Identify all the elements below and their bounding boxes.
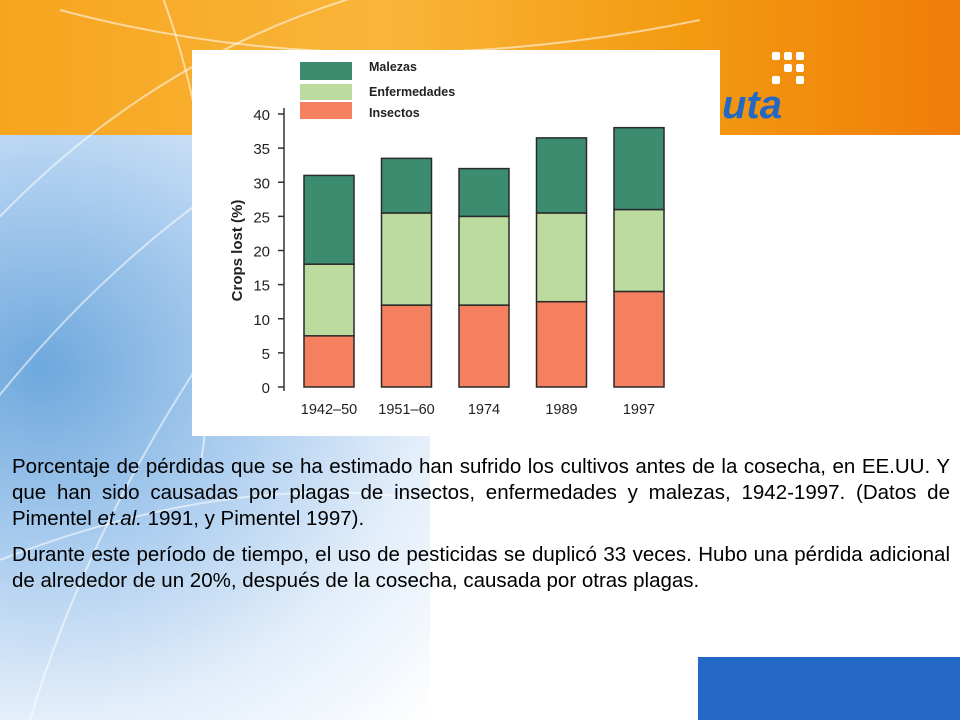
bar-enfermedades-4 — [613, 208, 665, 293]
bar-insectos-4 — [613, 290, 665, 388]
logo-text: uta — [722, 83, 782, 127]
y-tick-label-15: 15 — [253, 278, 270, 295]
y-tick-label-25: 25 — [253, 209, 270, 226]
bar-malezas-4 — [613, 126, 665, 211]
bar-enfermedades-3 — [535, 212, 588, 303]
legend-swatch-enfermedades — [300, 84, 352, 100]
y-tick-label-0: 0 — [262, 380, 270, 397]
footer-corner-block — [698, 657, 960, 720]
y-tick-label-5: 5 — [262, 346, 270, 363]
bar-enfermedades-1 — [380, 212, 433, 306]
x-tick-label-4: 1997 — [623, 402, 655, 418]
x-tick-label-2: 1974 — [468, 402, 500, 418]
bar-insectos-0 — [303, 335, 355, 388]
legend-label-enfermedades: Enfermedades — [369, 85, 455, 99]
bar-insectos-2 — [458, 304, 510, 388]
caption-paragraph-2: Durante este período de tiempo, el uso d… — [12, 543, 950, 592]
legend-swatch-insectos — [300, 102, 352, 119]
y-tick-label-30: 30 — [253, 175, 270, 192]
bar-enfermedades-0 — [303, 263, 355, 337]
stacked-bar-chart: 0 5 10 15 20 25 30 35 40 Crops lost (%) 1942–50 195… — [192, 50, 720, 436]
legend-swatch-malezas — [300, 62, 352, 80]
caption-paragraph-1: Porcentaje de pérdidas que se ha estimad… — [12, 454, 950, 532]
bar-insectos-3 — [535, 300, 588, 388]
bar-malezas-2 — [458, 167, 510, 218]
bar-malezas-1 — [380, 157, 433, 214]
x-tick-label-0: 1942–50 — [301, 402, 357, 418]
x-tick-label-1: 1951–60 — [378, 402, 434, 418]
caption-p1-part-b: 1991, y Pimentel 1997). — [141, 507, 365, 530]
y-tick-label-20: 20 — [253, 244, 270, 261]
uta-logo: uta — [720, 30, 850, 140]
legend-label-malezas: Malezas — [369, 60, 417, 74]
y-tick-label-35: 35 — [253, 141, 270, 158]
bar-enfermedades-2 — [458, 215, 510, 306]
y-tick-label-40: 40 — [253, 107, 270, 124]
caption-p1-italic: et.al. — [97, 507, 142, 530]
bar-malezas-3 — [535, 137, 588, 214]
y-tick-label-10: 10 — [253, 312, 270, 329]
caption-p1-part-a: Porcentaje de pérdidas que se ha estimad… — [12, 455, 950, 530]
chart-canvas: 0 5 10 15 20 25 30 35 40 Crops lost (%) 1942–50 195… — [229, 60, 665, 418]
y-axis-label: Crops lost (%) — [229, 200, 246, 302]
legend-label-insectos: Insectos — [369, 106, 420, 120]
bar-insectos-1 — [380, 304, 433, 388]
bar-malezas-0 — [303, 174, 355, 265]
caption-text: Porcentaje de pérdidas que se ha estimad… — [12, 454, 950, 604]
x-tick-label-3: 1989 — [545, 402, 577, 418]
